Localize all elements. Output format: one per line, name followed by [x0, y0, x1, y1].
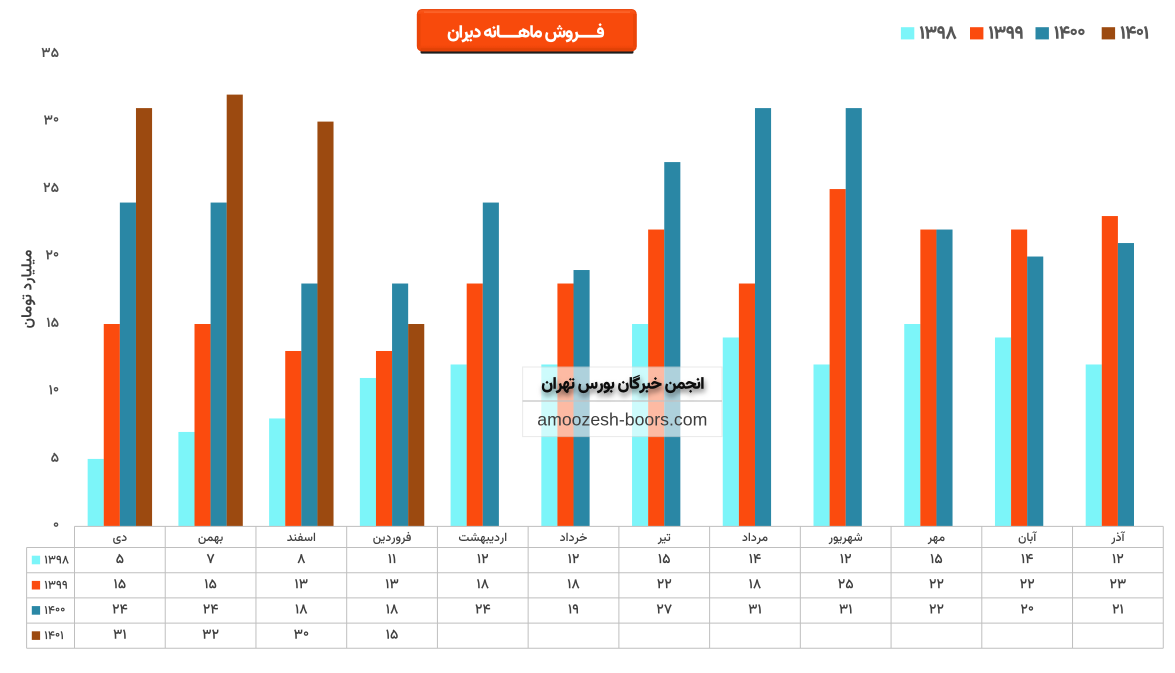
svg-text:amoozesh-boors.com: amoozesh-boors.com — [537, 410, 707, 430]
